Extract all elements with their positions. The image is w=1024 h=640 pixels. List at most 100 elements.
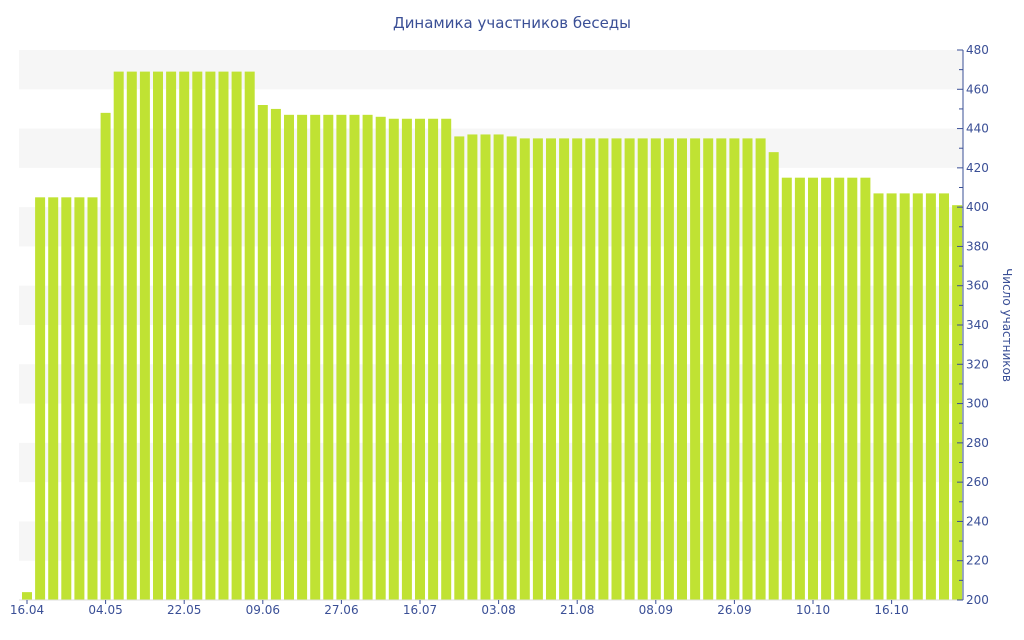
bar — [952, 205, 963, 600]
bar — [74, 197, 85, 600]
y-tick-label: 340 — [966, 318, 989, 332]
bar — [467, 134, 478, 600]
bar — [48, 197, 59, 600]
bar — [336, 114, 347, 600]
bar — [441, 118, 452, 600]
bar — [428, 118, 439, 600]
bar — [860, 177, 871, 600]
bar — [519, 138, 530, 600]
x-tick-label: 16.07 — [403, 603, 437, 617]
x-tick-label: 08.09 — [639, 603, 673, 617]
bar — [703, 138, 714, 600]
y-tick-label: 360 — [966, 279, 989, 293]
bar — [650, 138, 661, 600]
bar — [572, 138, 583, 600]
bar — [244, 71, 255, 601]
grid-bands — [19, 50, 963, 561]
bar — [755, 138, 766, 600]
y-tick-label: 220 — [966, 554, 989, 568]
bar — [912, 193, 923, 600]
bar — [611, 138, 622, 600]
y-tick-label: 460 — [966, 82, 989, 96]
bar — [179, 71, 190, 601]
bar — [270, 108, 281, 601]
x-tick-label: 04.05 — [88, 603, 122, 617]
bar — [388, 118, 399, 600]
grid-band — [19, 442, 963, 483]
grid-band — [19, 207, 963, 247]
grid-band — [19, 364, 963, 404]
bar — [218, 71, 229, 601]
bar — [362, 114, 373, 600]
bar — [821, 177, 832, 600]
bar — [35, 197, 46, 600]
bar — [624, 138, 635, 600]
y-axis-label: Число участников — [1000, 268, 1014, 382]
y-tick-label: 400 — [966, 200, 989, 214]
bar — [166, 71, 177, 601]
bar — [559, 138, 570, 600]
bar — [585, 138, 596, 600]
x-tick-label: 26.09 — [717, 603, 751, 617]
bar — [808, 177, 818, 600]
x-tick-label: 03.08 — [481, 603, 515, 617]
y-tick-label: 300 — [966, 397, 989, 411]
bar — [637, 138, 648, 600]
y-tick-label: 260 — [966, 475, 989, 489]
bar — [598, 138, 609, 600]
bar — [939, 193, 949, 600]
x-tick-label: 27.06 — [324, 603, 358, 617]
y-tick-label: 280 — [966, 436, 989, 450]
y-tick-label: 200 — [966, 593, 989, 607]
bar — [716, 138, 727, 600]
x-tick-labels: 16.04 04.05 22.05 09.06 27.06 16.07 03.08 21.08… — [10, 600, 909, 617]
bar — [742, 138, 753, 600]
grid-band — [19, 285, 963, 325]
bar — [126, 71, 137, 601]
y-axis — [19, 49, 964, 601]
bar — [87, 197, 98, 600]
bar — [349, 114, 360, 600]
x-tick-label: 22.05 — [167, 603, 201, 617]
y-tick-label: 380 — [966, 239, 989, 253]
bar — [22, 592, 32, 600]
y-tick-label: 420 — [966, 161, 989, 175]
grid-band — [19, 128, 963, 168]
x-tick-label: 16.04 — [10, 603, 44, 617]
bar — [663, 138, 674, 600]
bars — [22, 71, 963, 601]
bar — [401, 118, 412, 600]
bar — [925, 193, 936, 600]
bar — [506, 136, 517, 600]
bar — [100, 112, 111, 601]
bar — [480, 134, 491, 600]
bar — [454, 136, 465, 600]
grid-band — [19, 521, 963, 561]
bar — [61, 197, 72, 600]
bar — [192, 71, 203, 601]
bar — [532, 138, 543, 600]
y-tick-label: 320 — [966, 357, 989, 371]
bar — [139, 71, 150, 601]
bar — [768, 152, 779, 600]
x-tick-label: 21.08 — [560, 603, 594, 617]
y-tick-label: 440 — [966, 122, 989, 136]
bar — [677, 138, 687, 600]
bar — [113, 71, 124, 601]
x-tick-label: 10.10 — [796, 603, 830, 617]
x-tick-label: 09.06 — [246, 603, 280, 617]
bar — [847, 177, 858, 600]
y-tick-labels: 200 220 240 260 280 300 320 340 360 380 400 420 440 4… — [966, 43, 989, 607]
grid-band — [19, 50, 963, 90]
x-tick-label: 16.10 — [874, 603, 908, 617]
bar — [257, 105, 268, 600]
bar — [729, 138, 740, 600]
bar — [546, 138, 556, 600]
y-tick-label: 240 — [966, 514, 989, 528]
bar — [794, 177, 805, 600]
bar — [415, 118, 425, 600]
bar — [834, 177, 845, 600]
chart-title: Динамика участников беседы — [393, 14, 631, 32]
bar — [205, 71, 216, 601]
